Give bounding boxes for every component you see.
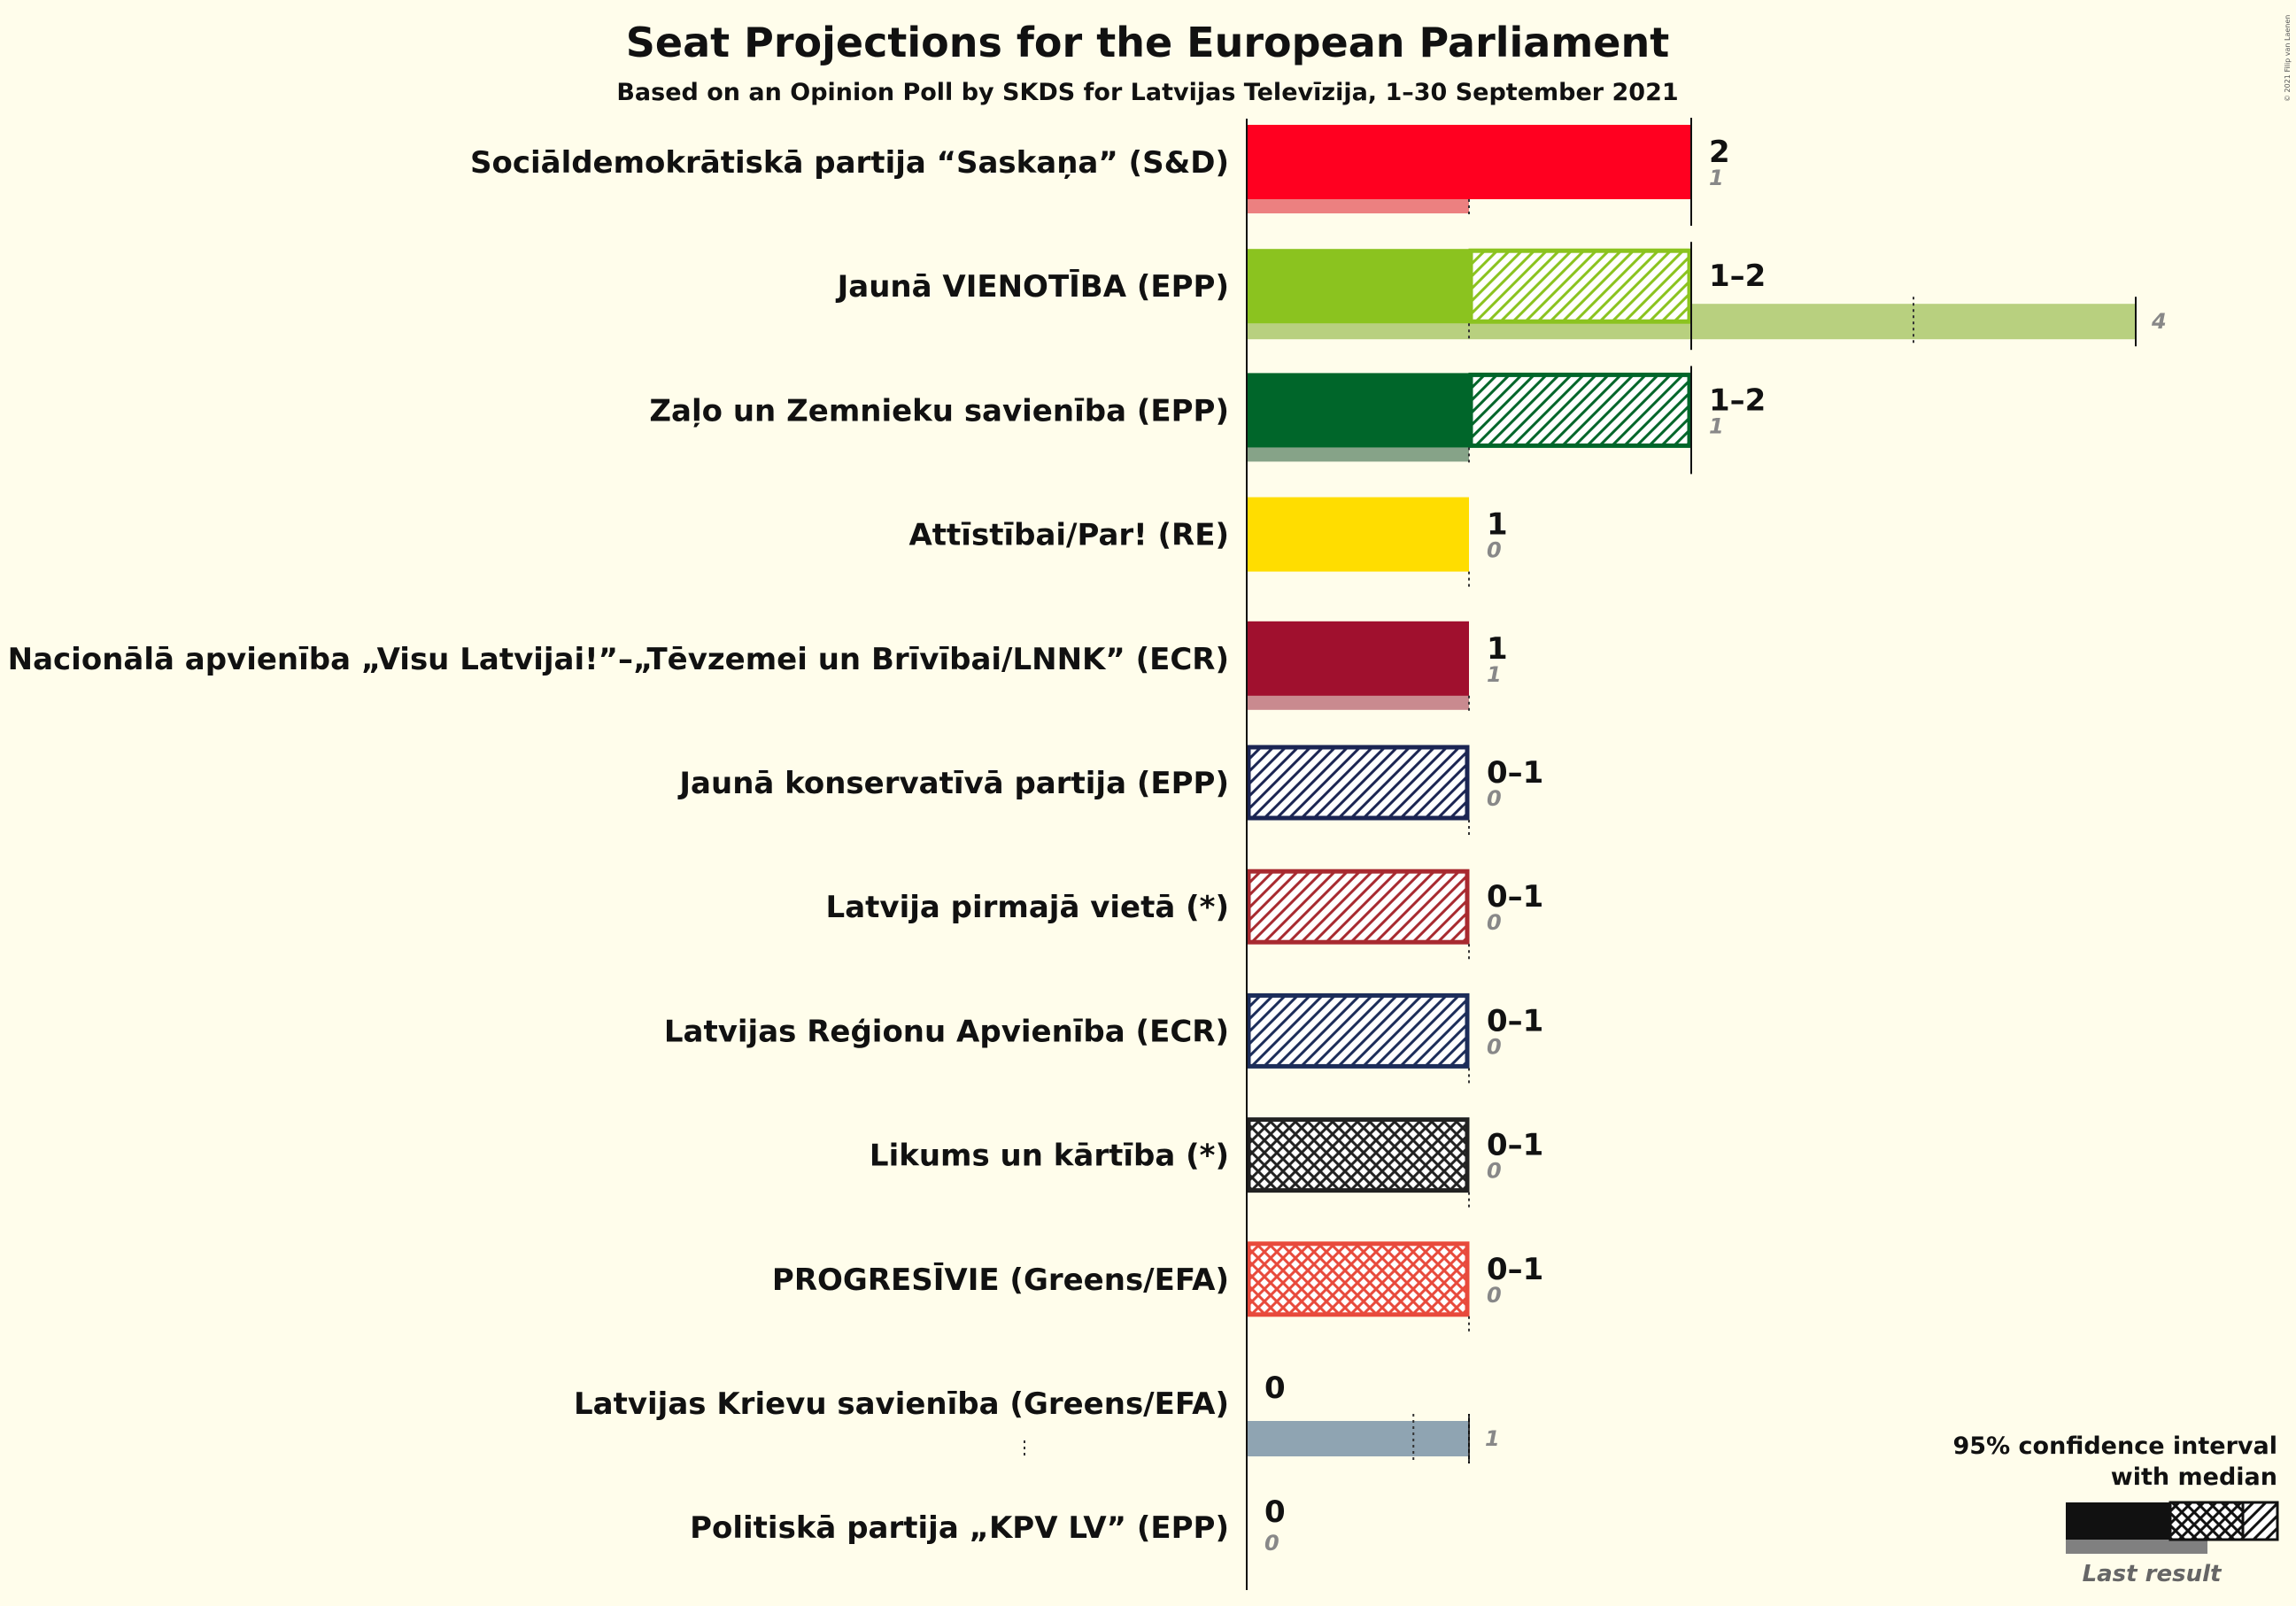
copyright-notice: © 2021 Filip van Laenen [2284, 15, 2292, 102]
confidence-pattern-bar [1246, 1117, 1470, 1193]
party-label: Latvija pirmajā vietā (*) [826, 890, 1229, 925]
range-label: 0 [1264, 1494, 1286, 1530]
last-result-label: 0 [1487, 1283, 1502, 1308]
last-result-bar [1247, 196, 1469, 213]
confidence-pattern-bar [1246, 1241, 1470, 1317]
party-label: Politiskā partija „KPV LV” (EPP) [690, 1510, 1229, 1546]
party-label: Likums un kārtība (*) [870, 1139, 1229, 1174]
party-label: Attīstībai/Par! (RE) [908, 518, 1229, 553]
last-result-bar [1247, 691, 1469, 710]
range-label: 1–2 [1709, 259, 1766, 294]
legend: 95% confidence interval with median Last… [1953, 1432, 2279, 1587]
range-label: 2 [1709, 135, 1730, 170]
legend-last-result-label: Last result [2083, 1561, 2223, 1587]
last-result-label: 0 [1487, 1159, 1502, 1184]
last-result-label: 0 [1487, 1034, 1502, 1059]
range-label: 1 [1487, 631, 1508, 667]
party-label: Latvijas Reģionu Apvienība (ECR) [664, 1014, 1229, 1049]
confidence-pattern-bar [1468, 248, 1692, 324]
last-result-label: 1 [1709, 413, 1724, 438]
last-result-label: 1 [1709, 166, 1724, 190]
range-label: 1–2 [1709, 382, 1766, 418]
chart-title: Seat Projections for the European Parlia… [626, 19, 1669, 66]
confidence-pattern-bar [1468, 372, 1692, 448]
last-result-label: 4 [2151, 309, 2167, 334]
confidence-solid-bar [1247, 373, 1469, 448]
confidence-solid-bar [1247, 125, 1691, 199]
last-result-label: 1 [1487, 662, 1502, 687]
range-label: 0–1 [1487, 1252, 1543, 1287]
party-label: PROGRESĪVIE (Greens/EFA) [772, 1262, 1229, 1298]
party-label: Jaunā konservatīvā partija (EPP) [677, 766, 1229, 801]
legend-title-line2: with median [2111, 1463, 2277, 1491]
last-result-label: 1 [1485, 1426, 1500, 1451]
legend-solid-segment [2066, 1502, 2170, 1540]
confidence-pattern-bar [1246, 869, 1470, 945]
confidence-pattern-bar [1246, 745, 1470, 821]
last-result-label: 0 [1264, 1531, 1279, 1556]
range-label: 0–1 [1487, 1003, 1543, 1038]
range-label: 0 [1264, 1371, 1286, 1406]
range-label: 0–1 [1487, 755, 1543, 791]
confidence-pattern-bar [1246, 992, 1470, 1069]
confidence-solid-bar [1247, 497, 1469, 572]
legend-hatch-segment [2241, 1501, 2279, 1541]
last-result-label: 0 [1487, 538, 1502, 563]
confidence-solid-bar [1247, 621, 1469, 696]
party-label: Zaļo un Zemnieku savienība (EPP) [649, 393, 1229, 429]
last-result-bar [1247, 1421, 1469, 1456]
last-result-label: 0 [1487, 910, 1502, 935]
range-label: 0–1 [1487, 879, 1543, 915]
last-result-bar [1247, 444, 1469, 462]
range-label: 1 [1487, 507, 1508, 543]
confidence-solid-bar [1247, 249, 1469, 324]
last-result-label: 0 [1487, 786, 1502, 811]
legend-title-line1: 95% confidence interval [1953, 1432, 2277, 1460]
chart-subtitle: Based on an Opinion Poll by SKDS for Lat… [616, 79, 1678, 106]
party-label: Jaunā VIENOTĪBA (EPP) [836, 269, 1229, 305]
range-label: 0–1 [1487, 1128, 1543, 1163]
party-label: Latvijas Krievu savienība (Greens/EFA) [574, 1386, 1229, 1422]
party-label: Sociāldemokrātiskā partija “Saskaņa” (S&… [470, 145, 1229, 181]
party-label: Nacionālā apvienība „Visu Latvijai!”–„Tē… [8, 642, 1229, 677]
legend-cross-segment [2168, 1501, 2245, 1541]
bars-layer: Sociāldemokrātiskā partija “Saskaņa” (S&… [8, 118, 2167, 1556]
